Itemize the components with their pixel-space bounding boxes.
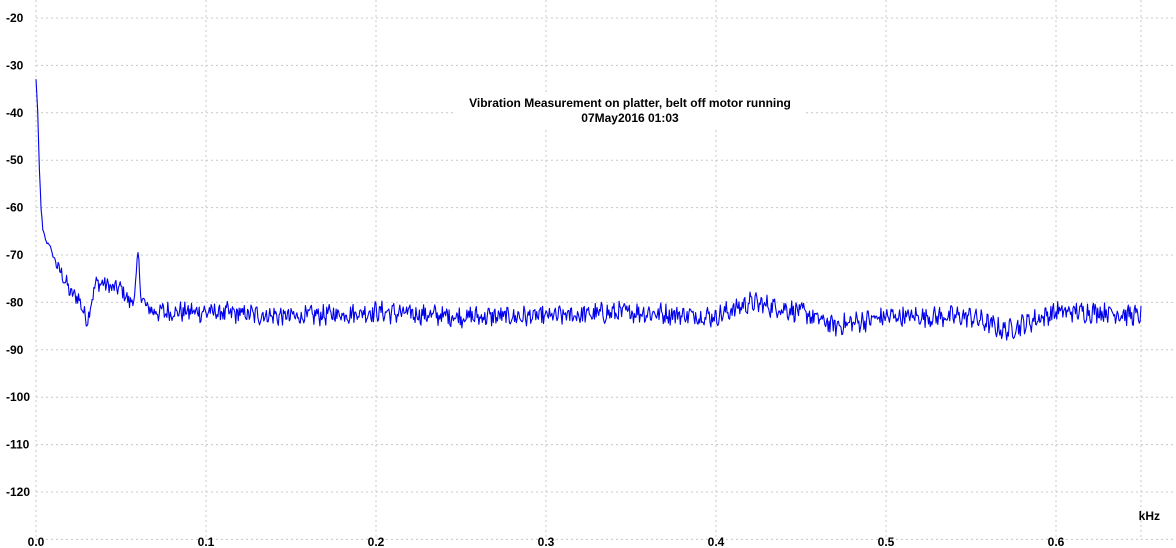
- y-tick-label: -120: [6, 485, 30, 499]
- y-tick-label: -80: [6, 295, 24, 309]
- x-axis-ticks: 0.0 0.1 0.2 0.3 0.4 0.5 0.6: [28, 535, 1065, 548]
- chart-title-block: Vibration Measurement on platter, belt o…: [455, 94, 805, 130]
- x-tick-label: 0.6: [1048, 535, 1065, 548]
- grid-lines: [35, 0, 1176, 540]
- y-tick-label: -90: [6, 343, 24, 357]
- y-axis-ticks: -20 -30 -40 -50 -60 -70 -80 -90 -100 -110 -120: [6, 11, 30, 499]
- y-tick-label: -100: [6, 390, 30, 404]
- chart-subtitle: 07May2016 01:03: [581, 111, 679, 125]
- y-tick-label: -70: [6, 248, 24, 262]
- chart-title: Vibration Measurement on platter, belt o…: [469, 96, 791, 110]
- x-axis-unit-label: kHz: [1139, 509, 1160, 523]
- y-tick-label: -110: [6, 438, 30, 452]
- y-tick-label: -50: [6, 153, 24, 167]
- x-tick-label: 0.4: [708, 535, 725, 548]
- x-tick-label: 0.1: [198, 535, 215, 548]
- y-tick-label: -40: [6, 106, 24, 120]
- x-tick-label: 0.3: [538, 535, 555, 548]
- y-tick-label: -60: [6, 201, 24, 215]
- title-background: [455, 94, 805, 130]
- y-tick-label: -30: [6, 58, 24, 72]
- x-tick-label: 0.2: [368, 535, 385, 548]
- x-tick-label: 0.0: [28, 535, 45, 548]
- x-tick-label: 0.5: [878, 535, 895, 548]
- y-tick-label: -20: [6, 11, 24, 25]
- series-line: [35, 79, 1142, 341]
